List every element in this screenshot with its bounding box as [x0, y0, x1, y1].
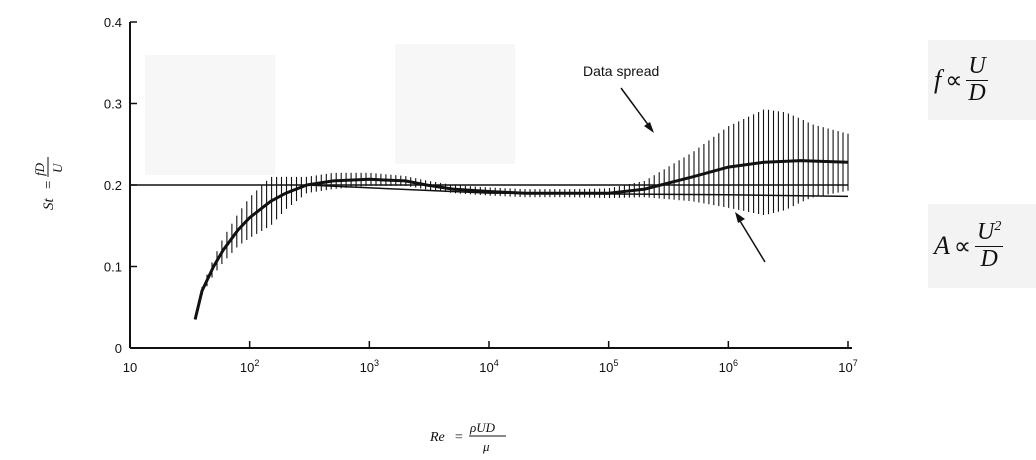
data-spread-bars [201, 109, 849, 295]
y-tick-label: 0 [115, 341, 122, 356]
x-tick-label: 104 [479, 358, 498, 375]
x-tick-label: 105 [599, 358, 618, 375]
y-tick-label: 0.4 [104, 15, 122, 30]
svg-text:ρUD: ρUD [469, 420, 496, 435]
svg-text:=: = [41, 180, 57, 190]
svg-text:μ: μ [482, 439, 490, 454]
y-tick-label: 0.2 [104, 178, 122, 193]
x-tick-label: 103 [360, 358, 379, 375]
formula-frequency-fraction: U D [966, 53, 988, 106]
formula-amplitude: A ∝ U2 D [928, 204, 1036, 288]
x-tick-label: 107 [838, 358, 857, 375]
formula-amplitude-lhs: A [934, 231, 950, 260]
annotation-data-spread: Data spread [583, 63, 659, 79]
formula-amplitude-op: ∝ [953, 233, 972, 260]
formula-amplitude-denominator: D [980, 245, 998, 272]
x-axis-label: Re = ρUD μ [429, 420, 506, 454]
annotation-arrow-upper [620, 87, 653, 131]
formula-frequency-lhs: f [934, 65, 942, 94]
formula-amplitude-fraction: U2 D [975, 219, 1004, 272]
svg-text:St: St [41, 198, 57, 211]
annotation-arrowhead-upper [644, 122, 654, 133]
formula-frequency-numerator: U [966, 53, 988, 81]
x-tick-label: 106 [719, 358, 738, 375]
background-patch-1 [145, 55, 275, 175]
y-tick-label: 0.1 [104, 260, 122, 275]
background-patch-2 [395, 44, 515, 164]
formula-frequency-op: ∝ [945, 67, 963, 94]
y-axis-label: St = fD U [32, 157, 65, 210]
y-tick-label: 0.3 [104, 97, 122, 112]
x-tick-label: 10 [123, 360, 137, 375]
svg-text:=: = [454, 430, 463, 445]
series-line [193, 159, 849, 320]
x-ticks: 10 102 103 104 105 106 107 [123, 341, 858, 375]
y-ticks: 0 0.1 0.2 0.3 0.4 [104, 15, 137, 356]
formula-amplitude-numerator: U2 [975, 219, 1004, 247]
formula-frequency-denominator: D [968, 79, 986, 106]
svg-text:U: U [50, 162, 65, 173]
formula-frequency: f ∝ U D [928, 40, 1036, 120]
x-tick-label: 102 [240, 358, 259, 375]
annotation-arrow-lower [736, 215, 766, 263]
svg-text:fD: fD [32, 162, 47, 176]
svg-text:Re: Re [429, 430, 445, 445]
annotation-arrowhead-lower [735, 212, 745, 223]
